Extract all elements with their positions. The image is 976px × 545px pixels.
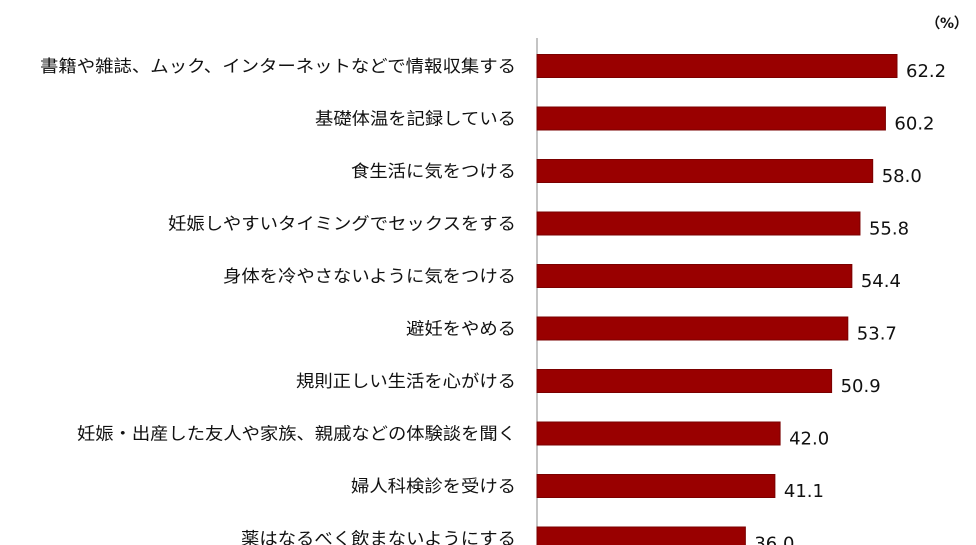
value-label: 54.4 [861, 271, 901, 292]
bar [536, 106, 886, 131]
bar [536, 526, 746, 545]
value-label: 42.0 [789, 429, 829, 450]
bar [536, 369, 833, 393]
value-label: 41.1 [784, 481, 824, 502]
category-label: 規則正しい生活を心がける [296, 372, 516, 392]
category-label: 基礎体温を記録している [315, 110, 516, 130]
bar [536, 54, 898, 78]
category-label: 妊娠しやすいタイミングでセックスをする [168, 215, 516, 235]
bar [536, 211, 861, 236]
value-label: 55.8 [869, 219, 909, 240]
unit-label: （%） [926, 16, 968, 32]
category-label: 食生活に気をつける [351, 162, 516, 182]
bar [536, 421, 781, 446]
category-label: 避妊をやめる [406, 320, 516, 340]
category-label: 身体を冷やさないように気をつける [223, 267, 516, 287]
category-label: 書籍や雑誌、ムック、インターネットなどで情報収集する [40, 57, 516, 77]
value-label: 53.7 [857, 324, 897, 345]
bar [536, 159, 874, 183]
category-label: 妊娠・出産した友人や家族、親戚などの体験談を聞く [77, 425, 516, 445]
value-label: 50.9 [841, 376, 881, 397]
value-label: 36.0 [754, 534, 794, 545]
value-label: 58.0 [882, 166, 922, 187]
bar [536, 264, 853, 288]
value-label: 62.2 [906, 61, 946, 82]
bar [536, 474, 776, 498]
category-label: 薬はなるべく飲まないようにする [241, 530, 516, 545]
category-label: 婦人科検診を受ける [351, 477, 516, 497]
bar [536, 316, 849, 341]
value-label: 60.2 [894, 114, 934, 135]
